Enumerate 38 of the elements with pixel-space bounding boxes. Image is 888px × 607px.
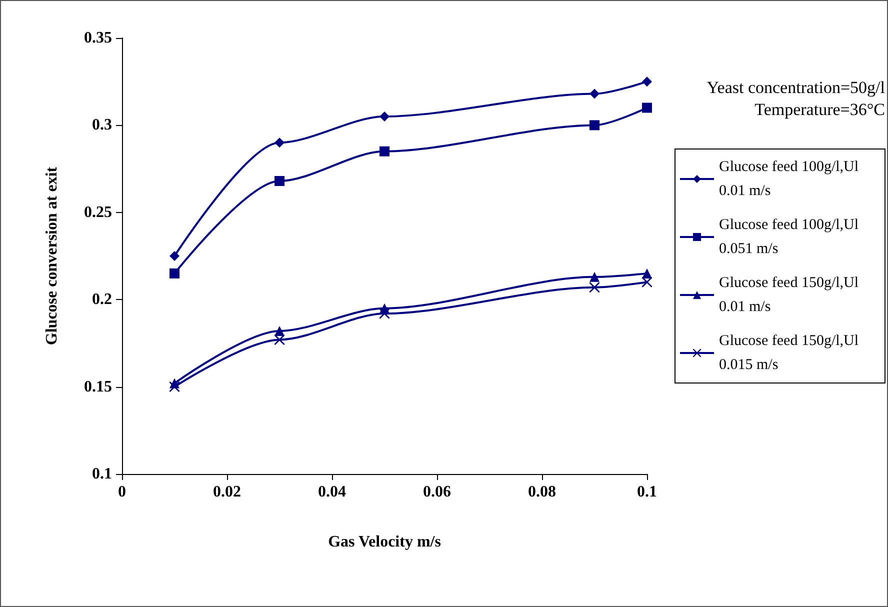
point — [590, 282, 600, 292]
point — [642, 76, 652, 87]
point — [590, 120, 600, 130]
text: Temperature=36°C — [754, 100, 886, 119]
point — [380, 308, 390, 319]
point — [642, 268, 652, 278]
x-tick-label: 0.02 — [213, 484, 241, 500]
point — [170, 268, 180, 278]
point — [274, 334, 284, 345]
y-tick-label: 0.35 — [84, 30, 112, 46]
point — [170, 382, 180, 392]
y-tick-label: 0.25 — [84, 204, 112, 221]
x-tick-label: 0.08 — [528, 484, 556, 500]
point — [170, 251, 180, 261]
legend-label: Glucose feed 150g/l,Ul 0.01 m/s — [719, 275, 862, 315]
x-axis-title: Gas Velocity m/s — [328, 534, 441, 550]
point — [590, 272, 600, 282]
point — [274, 326, 284, 336]
y-tick-label: 0.2 — [92, 291, 112, 308]
point — [380, 111, 390, 122]
text: Yeast concentration=50g/l — [706, 78, 886, 97]
x-tick-label: 0 — [118, 484, 126, 500]
point — [274, 176, 284, 186]
x-tick-label: 0.06 — [423, 484, 451, 500]
y-tick-label: 0.1 — [92, 466, 112, 482]
y-tick-label: 0.3 — [92, 116, 112, 134]
legend-label: Glucose feed 150g/l,Ul 0.015 m/s — [719, 333, 862, 373]
legend-label: Glucose feed 100g/l,Ul 0.01 m/s — [719, 159, 862, 199]
y-axis-title: Glucose conversion at exit — [44, 166, 60, 346]
x-tick-label: 0.1 — [637, 484, 657, 500]
point — [380, 146, 390, 156]
y-tick-label: 0.15 — [84, 378, 112, 396]
legend-label: Glucose feed 100g/l,Ul 0.051 m/s — [719, 217, 862, 257]
point — [642, 277, 652, 288]
point — [590, 88, 600, 99]
point — [274, 138, 284, 148]
x-tick-label: 0.04 — [318, 484, 346, 500]
point — [642, 102, 652, 113]
